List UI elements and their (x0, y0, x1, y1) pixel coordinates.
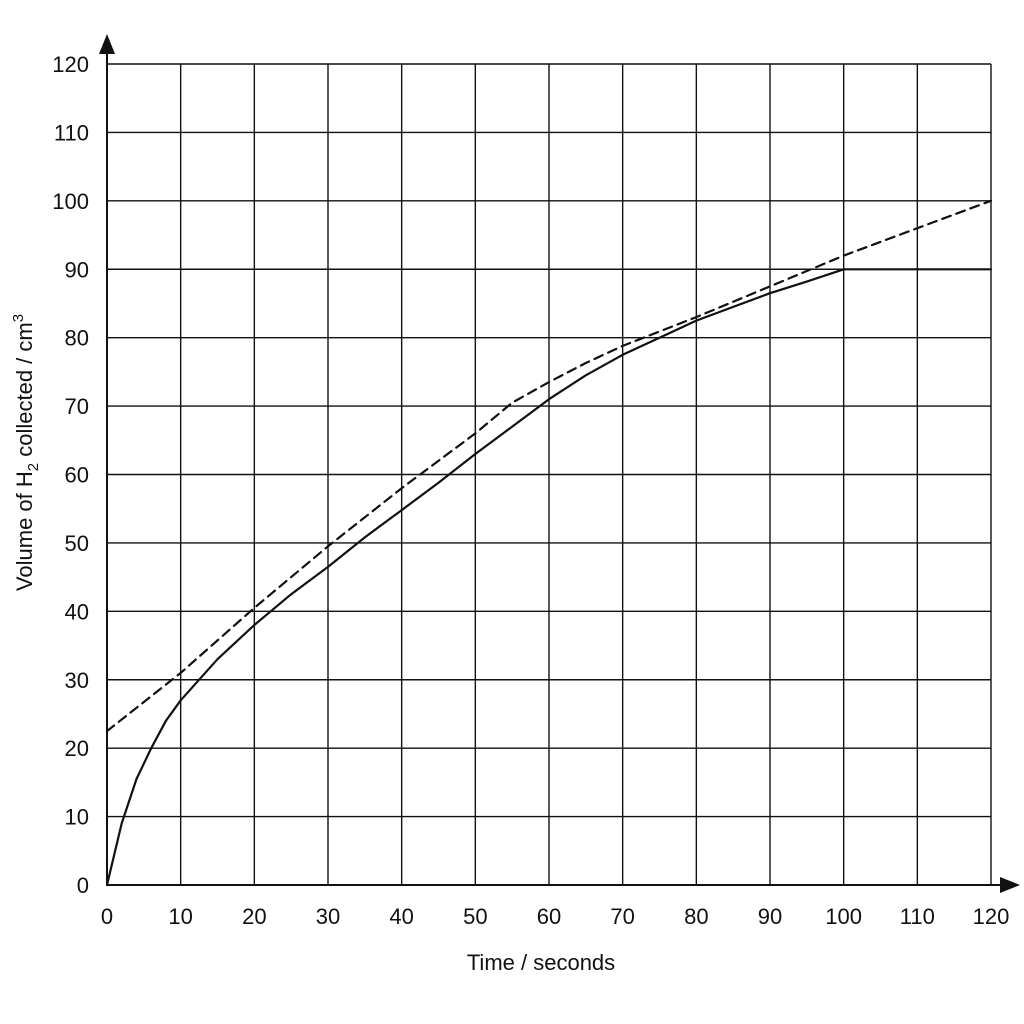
x-tick-labels: 0 10 20 30 40 50 60 70 80 90 100 110 120 (101, 904, 1009, 929)
y-axis-title: Volume of H2 collected / cm3 (10, 314, 42, 591)
y-axis-title-subscript: 2 (25, 463, 42, 471)
y-axis-title-prefix: Volume of H (12, 471, 37, 591)
y-axis-title-superscript: 3 (10, 314, 27, 322)
x-tick-label: 60 (537, 904, 561, 929)
y-axis-title-middle: collected / cm (12, 322, 37, 463)
x-tick-label: 30 (316, 904, 340, 929)
y-tick-labels: 0 10 20 30 40 50 60 70 80 90 100 110 120 (52, 52, 89, 898)
x-tick-label: 100 (825, 904, 862, 929)
y-tick-label: 20 (65, 736, 89, 761)
y-tick-label: 40 (65, 599, 89, 624)
y-tick-label: 0 (77, 873, 89, 898)
y-tick-label: 80 (65, 326, 89, 351)
y-tick-label: 100 (52, 189, 89, 214)
y-tick-label: 10 (65, 805, 89, 830)
series-line-dashed (105, 199, 993, 733)
series-line-solid (105, 268, 993, 887)
axes (99, 34, 1020, 893)
y-tick-label: 110 (54, 120, 89, 145)
y-tick-label: 50 (65, 531, 89, 556)
series (105, 199, 993, 887)
x-tick-label: 120 (973, 904, 1010, 929)
grid (107, 63, 992, 885)
x-tick-label: 70 (610, 904, 634, 929)
x-tick-label: 40 (389, 904, 413, 929)
x-tick-label: 80 (684, 904, 708, 929)
y-tick-label: 70 (65, 394, 89, 419)
y-tick-label: 90 (65, 257, 89, 282)
x-tick-label: 10 (168, 904, 192, 929)
x-axis-title: Time / seconds (467, 950, 615, 975)
x-tick-label: 20 (242, 904, 266, 929)
x-tick-label: 50 (463, 904, 487, 929)
x-tick-label: 0 (101, 904, 113, 929)
x-tick-label: 90 (758, 904, 782, 929)
y-tick-label: 30 (65, 668, 89, 693)
x-tick-label: 110 (900, 904, 935, 929)
y-tick-label: 120 (52, 52, 89, 77)
y-tick-label: 60 (65, 463, 89, 488)
